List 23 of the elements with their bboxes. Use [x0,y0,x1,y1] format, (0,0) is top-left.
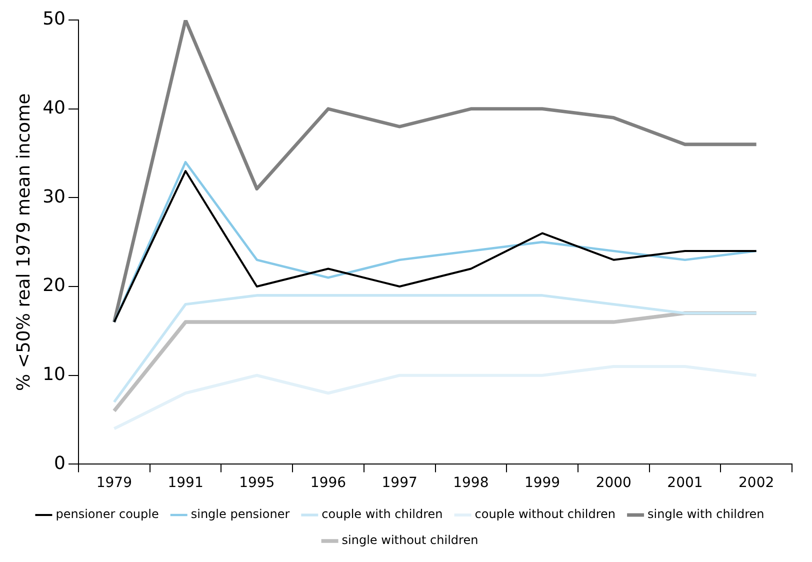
x-tick-label: 1997 [382,475,418,492]
x-tick-label: 1998 [453,475,489,492]
legend-label: pensioner couple [56,507,159,522]
y-tick-label: 10 [42,364,66,386]
x-tick-label: 2001 [667,475,703,492]
x-tick-label: 1999 [524,475,560,492]
y-axis-title: % <50% real 1979 mean income [13,93,34,391]
y-tick-label: 20 [42,275,66,296]
y-tick-label: 40 [42,98,66,119]
y-tick-label: 50 [42,8,66,30]
legend-label: couple without children [474,507,616,522]
legend-label: single pensioner [190,507,290,522]
x-tick-label: 1996 [310,475,346,492]
y-tick-label: 0 [54,452,66,474]
legend-label: single without children [342,533,478,548]
legend-label: couple with children [322,507,443,522]
x-tick-label: 2002 [738,475,774,492]
x-tick-label: 1979 [96,475,132,492]
x-tick-label: 2000 [596,475,632,492]
x-tick-label: 1995 [239,475,275,492]
x-tick-label: 1991 [168,475,204,492]
legend-label: single with children [648,507,764,522]
y-tick-label: 30 [42,186,66,208]
